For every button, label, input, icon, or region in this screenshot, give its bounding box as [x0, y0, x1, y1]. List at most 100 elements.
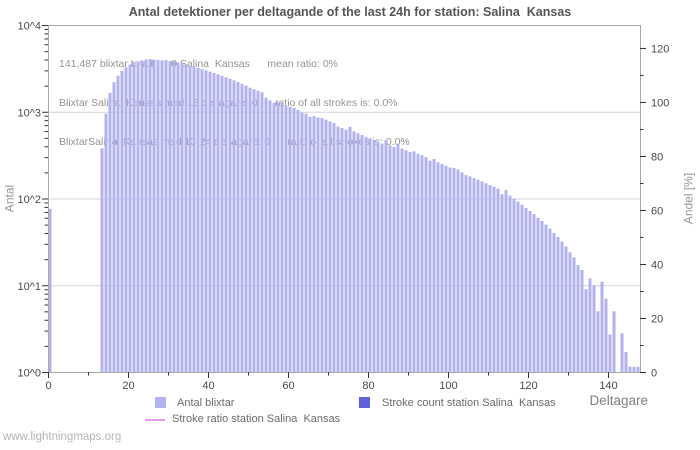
- bar: [252, 89, 256, 372]
- bar: [396, 144, 400, 372]
- bar: [392, 147, 396, 372]
- bar: [304, 113, 308, 372]
- bar: [332, 123, 336, 372]
- bar: [508, 195, 512, 372]
- bar: [452, 167, 456, 372]
- bar: [608, 334, 612, 372]
- bar: [364, 136, 368, 372]
- bar: [460, 172, 464, 372]
- bar: [516, 201, 520, 372]
- bar: [172, 61, 176, 373]
- x-tick-label: 0: [45, 380, 51, 392]
- bar: [140, 60, 144, 372]
- bar: [312, 116, 316, 373]
- bar: [168, 60, 172, 373]
- bar: [132, 62, 136, 373]
- y-axis-label-left: Antal: [2, 184, 17, 213]
- y-right-tick-label: 60: [651, 205, 663, 217]
- bar: [284, 106, 288, 373]
- bar: [300, 112, 304, 372]
- bar: [612, 311, 616, 372]
- bar: [108, 92, 112, 372]
- bar: [328, 121, 332, 372]
- legend-swatch-stroke-count: [359, 397, 370, 408]
- bar: [368, 138, 372, 372]
- bar: [316, 117, 320, 373]
- bar: [520, 204, 524, 372]
- y-right-tick-label: 20: [651, 313, 663, 325]
- bar: [376, 141, 380, 372]
- bar: [176, 62, 180, 373]
- bar: [632, 366, 636, 372]
- bar: [136, 61, 140, 373]
- bar: [448, 167, 452, 372]
- bar: [232, 80, 236, 372]
- y-left-tick-label: 10^1: [17, 281, 41, 293]
- bar: [180, 63, 184, 373]
- bar: [596, 311, 600, 372]
- bar: [432, 159, 436, 372]
- bar: [308, 116, 312, 373]
- x-tick-label: 80: [362, 380, 374, 392]
- bar: [164, 59, 168, 372]
- x-tick-label: 40: [202, 380, 214, 392]
- bar: [584, 289, 588, 372]
- bar: [292, 108, 296, 373]
- y-right-tick-label: 100: [651, 97, 669, 109]
- bar: [464, 175, 468, 372]
- bar: [148, 59, 152, 372]
- bar: [572, 257, 576, 372]
- y-right-tick-label: 40: [651, 259, 663, 271]
- watermark-link[interactable]: www.lightningmaps.org: [3, 431, 122, 443]
- bar: [208, 71, 212, 373]
- bar: [500, 194, 504, 372]
- bar: [272, 102, 276, 372]
- bar: [360, 134, 364, 372]
- bar: [416, 153, 420, 372]
- bar: [532, 214, 536, 372]
- bar: [384, 140, 388, 372]
- bar: [420, 155, 424, 372]
- bar: [380, 143, 384, 372]
- legend-swatch-antal-blixtar: [155, 397, 166, 408]
- bar: [228, 78, 232, 373]
- bar: [388, 145, 392, 372]
- bar: [548, 228, 552, 372]
- bar: [156, 59, 160, 372]
- y-left-tick-label: 10^3: [17, 107, 41, 119]
- bar: [560, 241, 564, 372]
- bar: [244, 85, 248, 372]
- bar: [160, 60, 164, 372]
- chart-title: Antal detektioner per deltagande of the …: [128, 5, 572, 19]
- plot-border: [48, 25, 641, 373]
- bar: [524, 207, 528, 372]
- bar: [492, 186, 496, 372]
- bar: [468, 176, 472, 372]
- bar: [592, 285, 596, 372]
- bar: [436, 162, 440, 372]
- bar: [348, 126, 352, 372]
- legend-label-stroke-count: Stroke count station Salina Kansas: [382, 397, 556, 409]
- bar: [280, 102, 284, 372]
- bar: [488, 185, 492, 372]
- bar: [372, 140, 376, 372]
- bar: [576, 265, 580, 372]
- bar: [196, 67, 200, 373]
- bar: [224, 77, 228, 373]
- bar: [112, 82, 116, 372]
- bar: [412, 151, 416, 372]
- bar: [188, 65, 192, 373]
- bar: [240, 83, 244, 372]
- bar: [124, 67, 128, 372]
- bar: [456, 169, 460, 372]
- bar: [556, 236, 560, 372]
- x-tick-label: 100: [439, 380, 457, 392]
- bar: [212, 72, 216, 372]
- bar: [320, 118, 324, 372]
- x-tick-label: 140: [599, 380, 617, 392]
- y-left-tick-label: 10^4: [17, 21, 41, 33]
- x-tick-label: 60: [282, 380, 294, 392]
- bar: [100, 148, 104, 372]
- bar: [264, 97, 268, 372]
